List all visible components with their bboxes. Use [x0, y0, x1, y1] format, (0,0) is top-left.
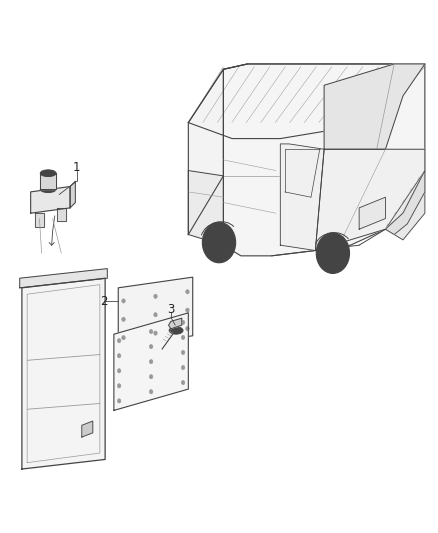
Circle shape [117, 353, 121, 358]
Circle shape [181, 320, 185, 325]
Circle shape [117, 399, 121, 403]
Polygon shape [35, 213, 44, 227]
Ellipse shape [40, 170, 56, 176]
Polygon shape [188, 171, 223, 245]
Polygon shape [169, 318, 182, 329]
Circle shape [186, 326, 189, 330]
Polygon shape [20, 269, 107, 288]
Polygon shape [223, 64, 425, 256]
Circle shape [186, 308, 189, 312]
Polygon shape [31, 187, 70, 213]
Polygon shape [188, 64, 425, 139]
Text: 3: 3 [167, 303, 174, 316]
Circle shape [181, 335, 185, 340]
Polygon shape [118, 277, 193, 346]
Circle shape [149, 329, 153, 334]
Circle shape [154, 294, 157, 298]
Circle shape [149, 390, 153, 394]
Polygon shape [359, 197, 385, 229]
Circle shape [154, 331, 157, 335]
Circle shape [215, 238, 223, 247]
Circle shape [323, 241, 343, 265]
Circle shape [149, 359, 153, 364]
Polygon shape [22, 278, 105, 469]
Polygon shape [188, 69, 223, 235]
Circle shape [117, 384, 121, 388]
Ellipse shape [169, 327, 183, 334]
Circle shape [181, 381, 185, 385]
Polygon shape [40, 173, 56, 189]
Ellipse shape [40, 186, 56, 192]
Text: 1: 1 [73, 161, 81, 174]
Polygon shape [385, 171, 425, 240]
Polygon shape [315, 149, 425, 251]
Circle shape [181, 350, 185, 354]
Polygon shape [27, 285, 100, 463]
Circle shape [122, 299, 125, 303]
Polygon shape [57, 208, 66, 221]
Polygon shape [114, 313, 188, 410]
Circle shape [117, 338, 121, 343]
Circle shape [328, 248, 337, 258]
Circle shape [209, 230, 229, 255]
Ellipse shape [173, 328, 180, 333]
Circle shape [122, 317, 125, 321]
Circle shape [186, 289, 189, 294]
Circle shape [181, 366, 185, 370]
Circle shape [122, 336, 125, 340]
Polygon shape [385, 171, 425, 235]
Circle shape [316, 233, 350, 273]
Polygon shape [280, 144, 324, 251]
Circle shape [149, 375, 153, 379]
Polygon shape [82, 421, 93, 437]
Polygon shape [324, 64, 425, 149]
Circle shape [154, 312, 157, 317]
Circle shape [202, 222, 236, 263]
Polygon shape [70, 181, 75, 208]
Text: 2: 2 [100, 295, 108, 308]
Circle shape [149, 344, 153, 349]
Circle shape [117, 369, 121, 373]
